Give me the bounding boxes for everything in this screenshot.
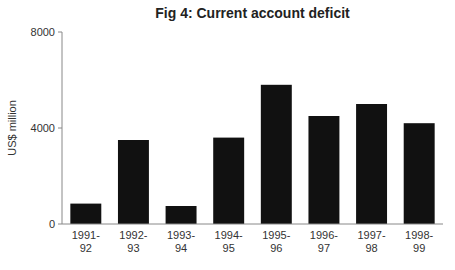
x-axis-line xyxy=(62,224,443,225)
bar xyxy=(70,204,101,224)
bar xyxy=(261,85,292,224)
x-tick-label: 1996-97 xyxy=(310,229,338,254)
y-tick-label: 8000 xyxy=(31,26,55,38)
y-axis-label: US$ million xyxy=(6,100,18,156)
y-tick-label: 4000 xyxy=(31,122,55,134)
bars xyxy=(70,85,434,224)
chart-container: Fig 4: Current account deficit US$ millio… xyxy=(0,0,455,270)
bar xyxy=(308,116,339,224)
x-tick-label: 1992-93 xyxy=(119,229,147,254)
y-tick xyxy=(58,224,62,225)
chart-svg: Fig 4: Current account deficit US$ millio… xyxy=(0,0,455,270)
y-tick-label: 0 xyxy=(49,218,55,230)
x-tick-label: 1991-92 xyxy=(72,229,100,254)
x-tick-label: 1994-95 xyxy=(215,229,243,254)
bar xyxy=(356,104,387,224)
x-tick-label: 1993-94 xyxy=(167,229,195,254)
y-tick xyxy=(58,32,62,33)
chart-title: Fig 4: Current account deficit xyxy=(155,5,350,21)
x-tick-label: 1995-96 xyxy=(262,229,290,254)
y-axis-line xyxy=(62,32,63,224)
bar xyxy=(213,138,244,224)
bar xyxy=(404,123,435,224)
y-tick xyxy=(58,128,62,129)
x-tick-label: 1997-98 xyxy=(357,229,385,254)
x-tick-label: 1998-99 xyxy=(405,229,433,254)
bar xyxy=(118,140,149,224)
bar xyxy=(166,206,197,224)
